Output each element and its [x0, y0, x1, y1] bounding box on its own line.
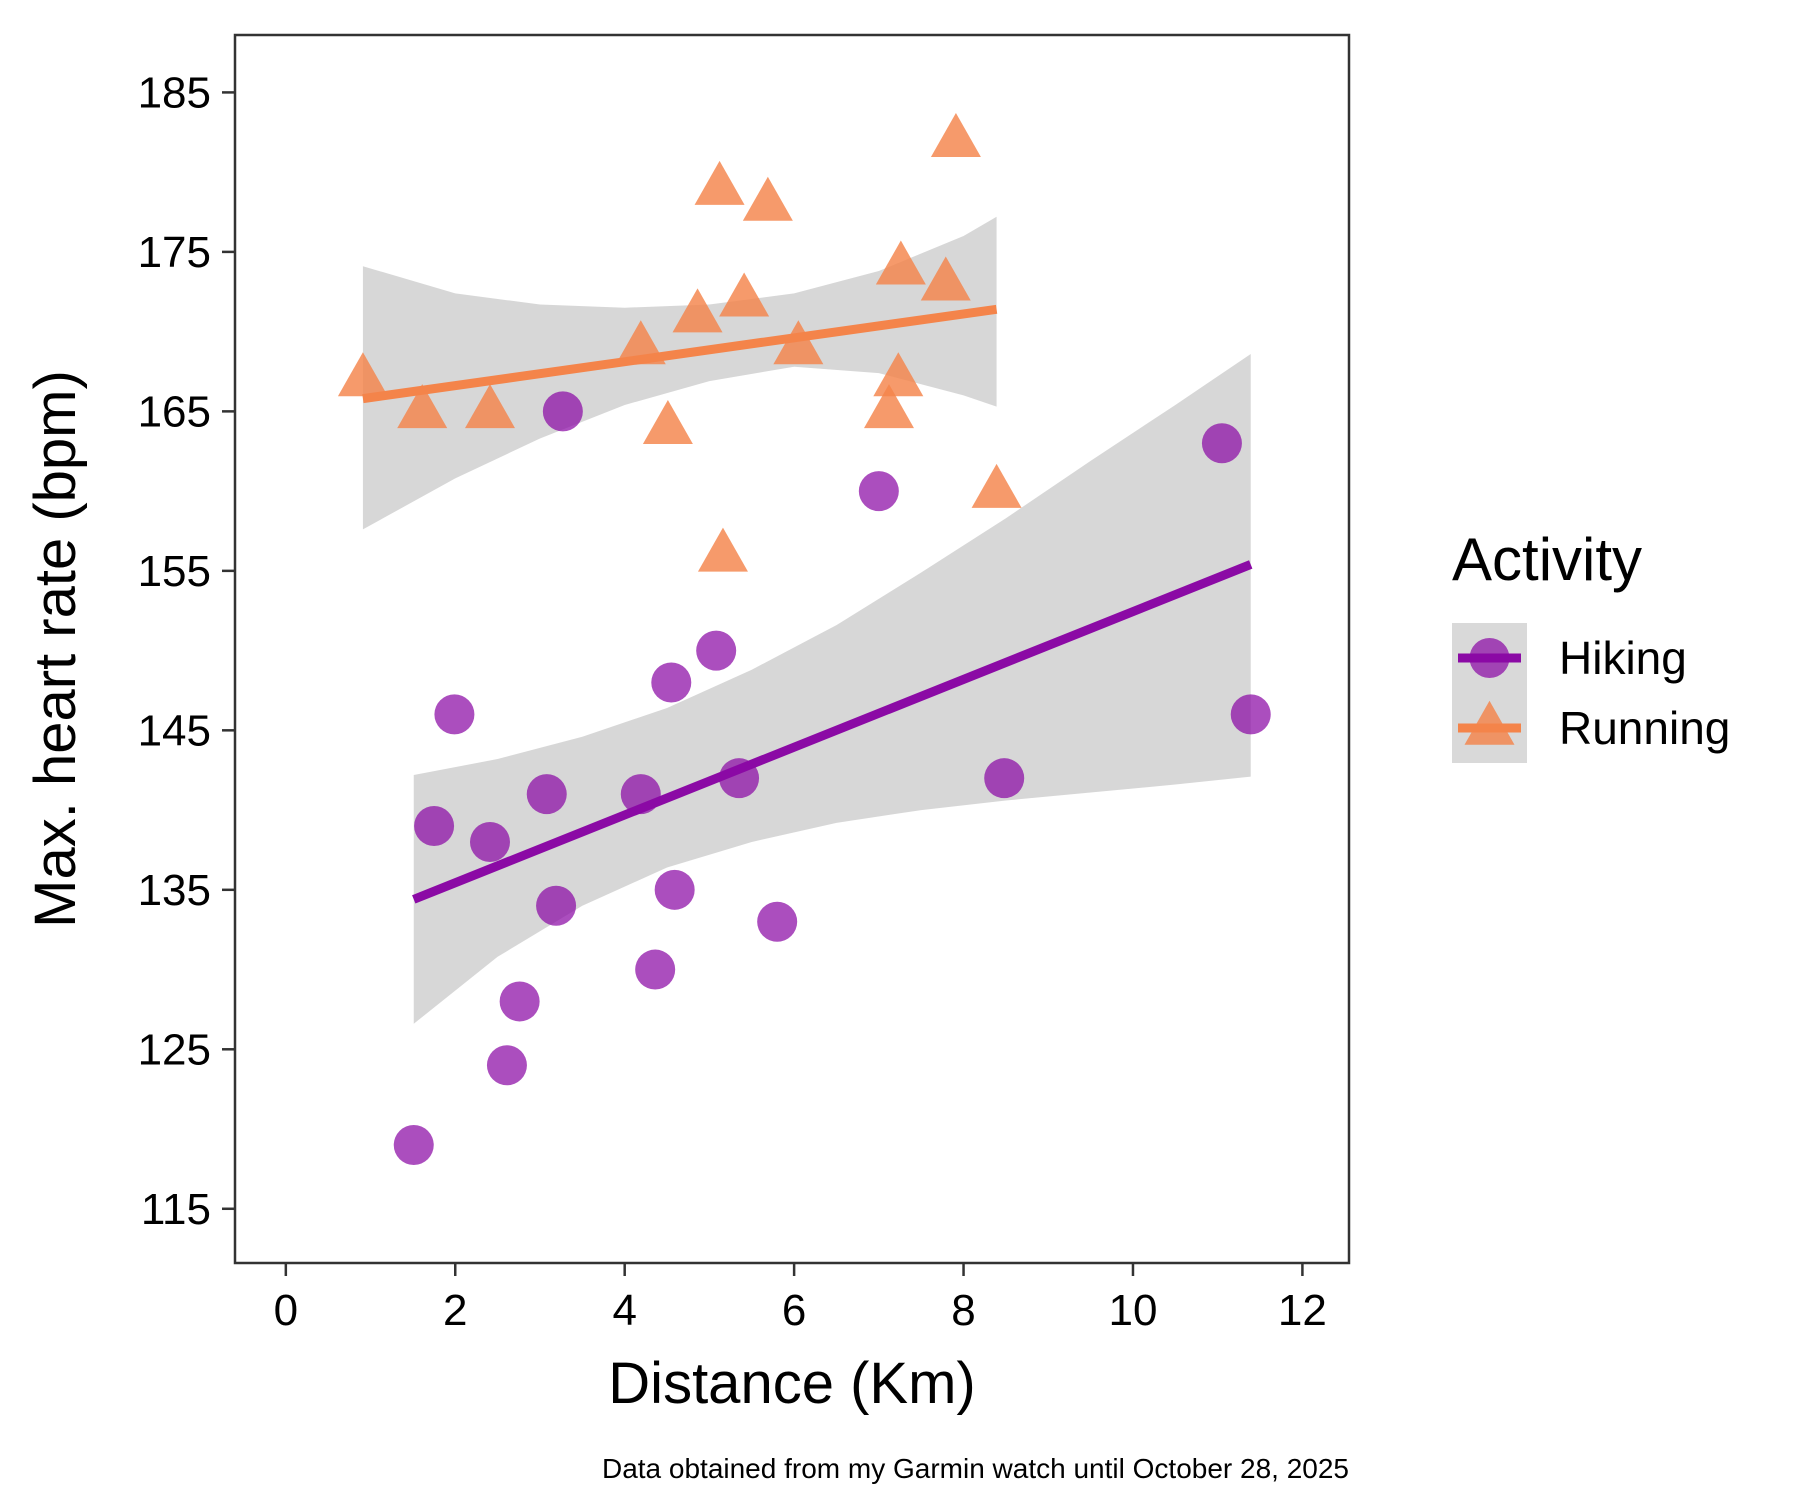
y-tick-label: 175: [138, 228, 211, 277]
y-tick-label: 125: [138, 1025, 211, 1074]
confidence-bands: [362, 216, 1251, 1024]
hiking-point: [393, 1124, 434, 1165]
x-axis-title: Distance (Km): [608, 1351, 975, 1416]
running-point: [971, 463, 1022, 508]
x-tick-label: 8: [951, 1286, 975, 1335]
running-point: [615, 320, 666, 365]
data-points: [337, 112, 1271, 1165]
y-tick-label: 185: [138, 68, 211, 117]
running-point: [694, 160, 745, 205]
hiking-point: [469, 821, 510, 862]
hiking-point: [635, 949, 676, 990]
hiking-point: [984, 758, 1025, 799]
hiking-point: [654, 869, 695, 910]
legend-key-circle-icon: [1469, 638, 1510, 678]
hiking-point: [526, 774, 567, 815]
hiking-point: [434, 694, 475, 735]
y-axis: 115 125 135 145 155 165 175 185: [138, 68, 235, 1234]
running-point: [642, 400, 693, 445]
x-tick-label: 10: [1109, 1286, 1158, 1335]
legend-key-triangle-icon: [1464, 700, 1515, 745]
running-point: [863, 384, 914, 429]
trend-line-running: [362, 304, 998, 404]
y-tick-label: 135: [138, 866, 211, 915]
running-point: [742, 176, 793, 221]
hiking-point: [696, 630, 737, 671]
running-point: [464, 384, 515, 429]
running-point: [337, 352, 388, 397]
hiking-point: [651, 662, 692, 703]
x-tick-label: 2: [443, 1286, 467, 1335]
y-axis-title: Max. heart rate (bpm): [23, 370, 88, 928]
hiking-point: [858, 471, 899, 512]
running-point: [397, 384, 448, 429]
chart-caption: Data obtained from my Garmin watch until…: [602, 1453, 1349, 1484]
hiking-point: [499, 981, 540, 1022]
y-tick-label: 155: [138, 547, 211, 596]
y-tick-label: 145: [138, 706, 211, 755]
legend-label: Hiking: [1559, 632, 1687, 684]
x-axis: 0 2 4 6 8 10 12: [274, 1263, 1327, 1335]
confidence-band-running: [362, 216, 997, 530]
running-point: [930, 112, 981, 157]
x-tick-label: 6: [782, 1286, 806, 1335]
confidence-band-hiking: [413, 353, 1251, 1024]
y-tick-label: 115: [141, 1185, 211, 1234]
hiking-point: [620, 774, 661, 815]
hiking-point: [1230, 694, 1271, 735]
hiking-point: [536, 885, 577, 926]
running-point: [672, 288, 723, 333]
hiking-point: [719, 758, 760, 799]
plot-panel-border: [233, 33, 1351, 1265]
running-point: [773, 320, 824, 365]
hiking-point: [1201, 423, 1242, 464]
x-tick-label: 4: [612, 1286, 636, 1335]
legend-title: Activity: [1452, 526, 1642, 593]
running-point: [873, 352, 924, 397]
y-tick-label: 165: [138, 387, 211, 436]
trend-line-hiking: [412, 560, 1253, 904]
running-point: [697, 527, 748, 572]
legend: Activity Hiking Running: [1452, 526, 1730, 763]
running-point: [875, 240, 926, 285]
hiking-point: [757, 901, 798, 942]
hiking-point: [414, 806, 455, 847]
running-point: [719, 272, 770, 317]
hiking-point: [542, 391, 583, 432]
running-point: [920, 256, 971, 301]
x-tick-label: 0: [274, 1286, 298, 1335]
x-tick-label: 12: [1278, 1286, 1327, 1335]
hiking-point: [486, 1045, 527, 1086]
trend-lines: [362, 304, 1253, 904]
legend-label: Running: [1559, 702, 1730, 754]
